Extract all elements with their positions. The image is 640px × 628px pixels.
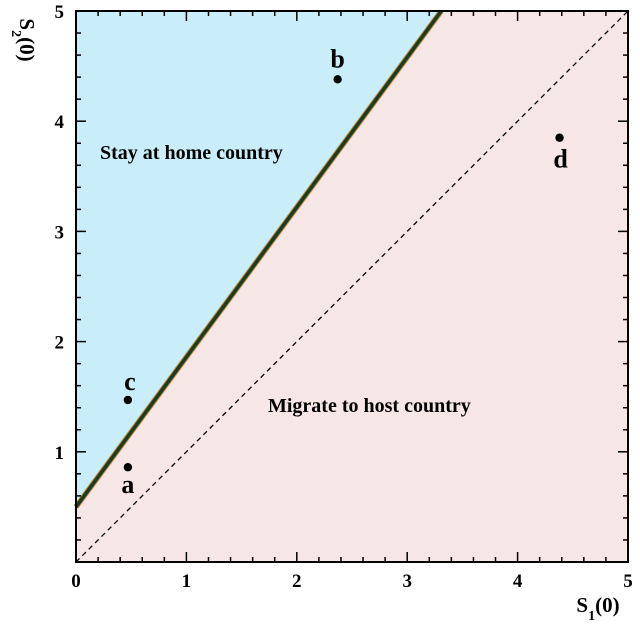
y-tick-label: 3 [55,222,65,243]
x-tick-label: 4 [513,571,523,592]
x-tick-label: 5 [623,571,633,592]
point-c [123,395,133,405]
y-tick-label: 5 [55,2,65,23]
x-axis-title: S1(0) [576,593,619,624]
x-tick-label: 3 [402,571,412,592]
plot-frame [75,10,629,563]
labels-layer: 0 1 2 3 4 5 1 2 3 4 5 a b c d Stay at home country Migra… [55,2,633,592]
point-label-a: a [121,470,134,499]
x-tick-label: 1 [182,571,192,592]
lines-layer [73,9,629,563]
diagonal-dashed-line [75,10,629,563]
x-tick-label: 2 [292,571,302,592]
ticks-layer [75,10,629,563]
y-axis-title: S2(0) [9,18,40,61]
points-layer [123,75,564,472]
region-label-migrate: Migrate to host country [268,395,471,417]
point-b [333,75,342,84]
y-tick-label: 4 [55,112,65,133]
point-label-c: c [124,367,136,396]
y-tick-label: 1 [55,443,65,464]
point-a [123,463,133,472]
x-tick-label: 0 [71,571,81,592]
boundary-line [74,9,443,508]
region-label-stay: Stay at home country [100,142,283,164]
point-label-d: d [553,145,568,174]
point-label-b: b [330,44,344,73]
y-tick-label: 2 [55,333,65,354]
point-d [555,133,564,142]
